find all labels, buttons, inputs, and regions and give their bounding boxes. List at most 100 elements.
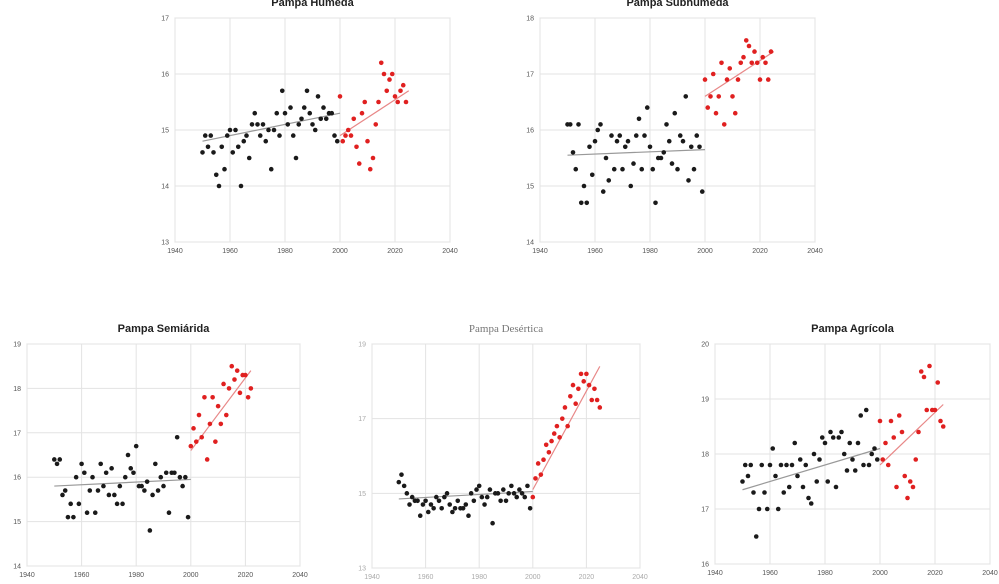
data-point-historic: [224, 133, 230, 138]
x-tick-label: 2020: [927, 570, 943, 577]
data-point-historic: [304, 88, 310, 94]
data-point-historic: [244, 133, 249, 138]
data-point-historic: [503, 498, 509, 504]
data-point-historic: [65, 514, 71, 520]
data-point-historic: [773, 473, 778, 479]
data-point-recent: [935, 380, 941, 385]
data-point-historic: [841, 451, 847, 457]
data-point-historic: [166, 510, 172, 516]
data-point-recent: [370, 155, 376, 161]
x-tick-label: 2040: [807, 248, 823, 255]
data-point-historic: [161, 483, 166, 489]
data-point-recent: [760, 54, 766, 60]
data-point-recent: [754, 60, 760, 66]
data-point-historic: [87, 488, 93, 493]
data-point-recent: [880, 457, 886, 462]
data-point-recent: [763, 60, 768, 66]
data-point-historic: [68, 501, 73, 507]
data-point-recent: [551, 431, 557, 436]
y-tick-label: 15: [526, 184, 534, 191]
x-tick-label: 2000: [872, 570, 888, 577]
data-point-historic: [806, 495, 811, 501]
data-point-historic: [614, 138, 620, 144]
data-point-historic: [249, 122, 255, 127]
trend-line: [879, 404, 944, 466]
data-point-recent: [387, 77, 392, 82]
data-point-historic: [230, 150, 236, 155]
data-point-recent: [592, 386, 597, 392]
data-point-historic: [460, 505, 466, 511]
data-point-historic: [581, 183, 587, 189]
data-point-historic: [153, 461, 158, 467]
y-tick-label: 15: [13, 519, 21, 526]
data-point-historic: [527, 505, 533, 511]
data-point-historic: [697, 144, 702, 150]
data-point-historic: [315, 94, 321, 99]
data-point-historic: [844, 468, 850, 473]
data-point-recent: [899, 429, 905, 435]
data-point-historic: [861, 462, 866, 468]
y-tick-label: 14: [526, 240, 534, 247]
data-point-historic: [487, 487, 493, 492]
data-point-historic: [90, 474, 95, 480]
data-point-historic: [71, 514, 76, 520]
x-tick-label: 1980: [817, 570, 833, 577]
trend-line: [339, 90, 410, 137]
data-point-historic: [631, 161, 636, 166]
data-point-historic: [620, 166, 625, 172]
y-tick-label: 18: [701, 452, 709, 459]
data-point-historic: [644, 105, 650, 110]
data-point-historic: [598, 122, 603, 127]
data-point-historic: [762, 490, 767, 495]
data-point-historic: [334, 138, 340, 144]
data-point-historic: [808, 501, 814, 506]
data-point-historic: [82, 470, 87, 476]
data-point-historic: [686, 178, 691, 183]
chart-panel-pampa-agricola: Pampa Agrícola 1940 1960 1980 2000 2020 2040 16…: [695, 306, 998, 580]
data-point-historic: [514, 494, 520, 500]
data-point-historic: [570, 150, 576, 155]
data-point-recent: [570, 382, 576, 388]
data-point-recent: [229, 363, 235, 369]
data-point-historic: [263, 138, 269, 144]
data-point-recent: [343, 133, 348, 138]
data-point-historic: [468, 491, 474, 496]
data-point-recent: [902, 473, 908, 479]
data-point-recent: [398, 88, 403, 94]
data-point-historic: [404, 491, 410, 496]
data-point-historic: [200, 150, 205, 155]
data-point-recent: [924, 407, 930, 413]
y-tick-label: 18: [13, 386, 21, 393]
data-point-recent: [597, 405, 603, 410]
data-point-historic: [797, 457, 803, 462]
data-point-historic: [318, 116, 324, 122]
data-point-recent: [213, 439, 218, 444]
data-point-historic: [795, 473, 800, 479]
data-point-recent: [702, 77, 708, 82]
y-tick-label: 16: [161, 72, 169, 79]
data-point-historic: [109, 466, 114, 471]
x-tick-label: 1980: [471, 574, 487, 581]
x-tick-label: 1940: [364, 574, 380, 581]
x-tick-label: 2040: [292, 572, 308, 579]
data-point-historic: [260, 122, 266, 127]
data-point-historic: [150, 492, 155, 498]
data-point-historic: [817, 457, 822, 462]
trend-line: [567, 149, 706, 156]
data-point-historic: [285, 122, 291, 127]
data-point-recent: [724, 77, 730, 82]
data-point-historic: [519, 491, 525, 496]
data-point-historic: [131, 470, 136, 476]
data-point-historic: [133, 443, 139, 449]
x-tick-label: 1960: [418, 574, 434, 581]
x-tick-label: 2040: [442, 248, 458, 255]
data-point-recent: [705, 105, 711, 110]
data-point-recent: [749, 60, 755, 66]
data-point-historic: [866, 462, 872, 468]
data-point-historic: [92, 510, 98, 516]
data-point-historic: [202, 133, 208, 138]
y-tick-label: 19: [358, 342, 366, 349]
data-point-recent: [210, 394, 215, 400]
data-point-historic: [830, 435, 836, 440]
data-point-historic: [625, 138, 631, 144]
